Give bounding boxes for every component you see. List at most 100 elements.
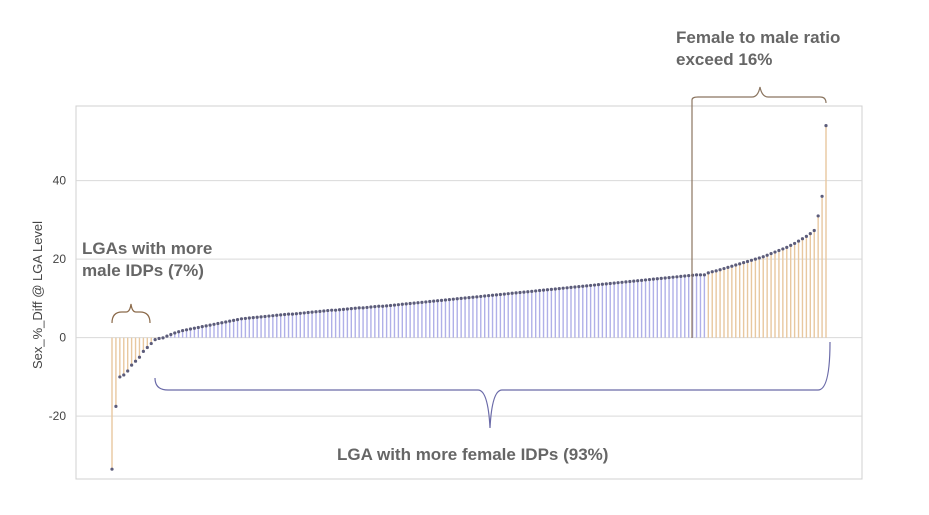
lollipop-marker [494, 293, 499, 297]
lollipop-marker [522, 290, 526, 294]
annotation-female-ratio: Female to male ratio exceed 16% [676, 28, 841, 69]
lollipop-marker [541, 288, 546, 292]
lollipop-marker [232, 318, 236, 322]
lollipop-marker [420, 300, 424, 304]
lollipop-marker [632, 279, 636, 283]
lollipop-marker [298, 311, 302, 315]
brace-female [154, 341, 831, 429]
lollipop-marker [581, 284, 585, 288]
lollipop-marker [640, 278, 644, 282]
lollipop-marker [820, 194, 824, 198]
lollipop-marker [165, 334, 169, 338]
lollipop-marker [337, 308, 342, 312]
lollipop-marker [294, 312, 298, 316]
lollipop-marker [718, 268, 722, 272]
lollipop-marker [706, 271, 710, 275]
annotation-female-idps: LGA with more female IDPs (93%) [337, 445, 609, 464]
lollipop-marker [483, 294, 487, 298]
lollipop-marker [565, 286, 569, 290]
lollipop-marker [235, 317, 240, 322]
lollipop-marker [498, 292, 502, 297]
lollipop-marker [161, 336, 165, 340]
lollipop-marker [345, 307, 349, 311]
lollipop-marker [538, 288, 542, 293]
lollipop-marker [710, 270, 714, 274]
lollipop-marker [722, 266, 726, 271]
lollipop-marker [824, 124, 828, 128]
lollipop-marker [439, 298, 444, 302]
lollipop-marker [306, 310, 310, 315]
lollipop-marker [408, 301, 412, 306]
lollipop-marker [220, 321, 224, 325]
lollipop-marker [777, 248, 781, 253]
lollipop-marker [463, 296, 467, 300]
lollipop-marker [694, 273, 699, 277]
lollipop-marker [271, 314, 275, 318]
lollipop-marker [471, 295, 475, 299]
lollipop-marker [534, 289, 538, 293]
lollipop-marker [577, 285, 581, 289]
lollipop-marker [600, 282, 604, 286]
chart-marks [110, 124, 828, 471]
lollipop-marker [114, 404, 118, 408]
lollipop-marker [424, 300, 428, 304]
lollipop-marker [628, 279, 632, 284]
lollipop-marker [553, 287, 557, 291]
lollipop-marker [247, 316, 251, 320]
lollipop-marker [365, 305, 369, 310]
lollipop-marker [651, 277, 655, 281]
lollipop-marker [561, 286, 565, 290]
lollipop-marker [208, 323, 212, 327]
lollipop-marker [643, 278, 648, 282]
lollipop-marker [212, 322, 216, 326]
lollipop-marker [549, 287, 553, 291]
lollipop-marker [255, 315, 259, 319]
lollipop-marker [604, 282, 608, 286]
lollipop-marker [243, 316, 247, 321]
lollipop-marker [781, 247, 785, 251]
y-tick-label: 20 [53, 252, 67, 266]
lollipop-marker [373, 305, 377, 309]
lollipop-marker [181, 328, 185, 333]
lollipop-marker [314, 310, 318, 314]
lollipop-marker [153, 338, 157, 342]
lollipop-marker [545, 288, 550, 292]
lollipop-marker [447, 297, 451, 302]
lollipop-marker [773, 250, 777, 254]
lollipop-marker [683, 274, 687, 278]
lollipop-marker [467, 296, 471, 300]
lollipop-marker [428, 299, 432, 304]
lollipop-marker [800, 237, 805, 241]
lollipop-marker [592, 283, 597, 287]
lollipop-marker [381, 304, 385, 308]
lollipop-marker [177, 330, 181, 334]
lollipop-marker [369, 305, 373, 309]
lollipop-marker [659, 276, 663, 280]
brace-male [111, 303, 151, 324]
lollipop-marker [392, 303, 397, 307]
lollipop-marker [149, 341, 153, 346]
lollipop-marker [785, 245, 789, 249]
lollipop-marker [749, 258, 754, 262]
lollipop-marker [753, 257, 757, 261]
lollipop-marker [663, 276, 667, 280]
lollipop-marker [620, 280, 624, 284]
lollipop-marker [506, 292, 510, 296]
lollipop-marker [667, 275, 671, 280]
lollipop-marker [557, 286, 561, 291]
lollipop-marker [608, 281, 612, 286]
annotation-braces [111, 86, 831, 429]
lollipop-marker [361, 306, 365, 310]
lollipop-marker [251, 316, 255, 320]
lollipop-marker [322, 309, 326, 313]
lollipop-marker [334, 308, 338, 312]
lollipop-marker [228, 319, 232, 323]
lollipop-marker [702, 273, 706, 277]
lollipop-marker [698, 273, 703, 277]
lollipop-marker [192, 326, 196, 330]
lollipop-marker [141, 349, 145, 353]
lollipop-marker [769, 252, 773, 256]
lollipop-marker [789, 243, 793, 247]
lollipop-marker [200, 325, 204, 329]
lollipop-marker [589, 283, 593, 288]
